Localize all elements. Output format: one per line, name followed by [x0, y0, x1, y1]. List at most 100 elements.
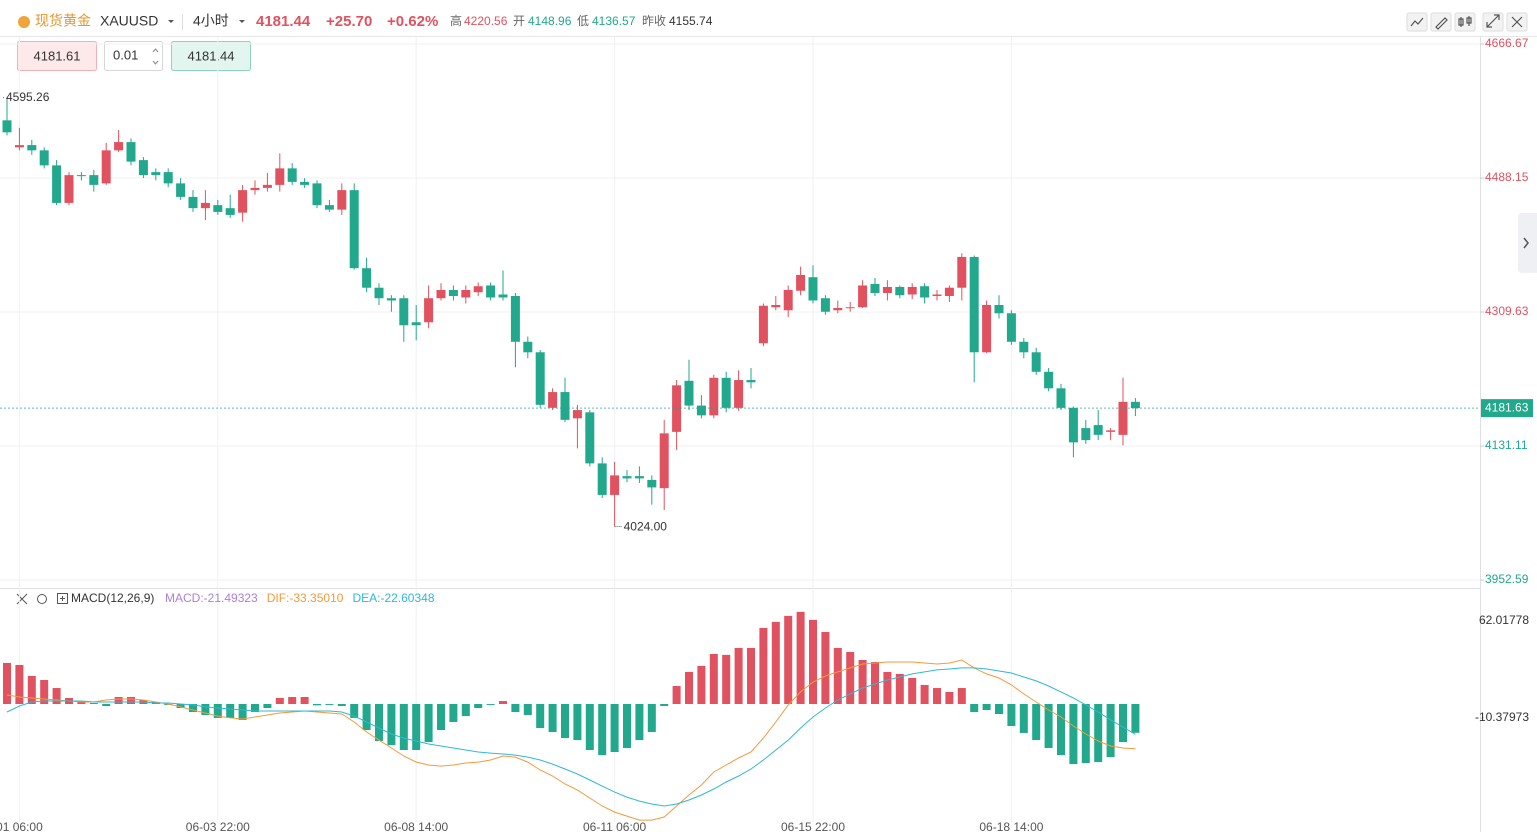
candle-body — [535, 352, 545, 405]
candle-body — [176, 183, 186, 197]
candle-body — [771, 304, 781, 308]
buy-price[interactable]: 4181.44 — [188, 48, 235, 63]
tool-button[interactable] — [1454, 12, 1476, 32]
expand-icon-plus — [60, 596, 65, 601]
candle-body — [89, 175, 99, 185]
macd-line — [6, 659, 1136, 821]
macd-bar — [362, 703, 371, 731]
candle-body — [399, 298, 409, 326]
candle-body — [932, 294, 942, 296]
candle-body — [858, 285, 868, 308]
candle-body — [1019, 341, 1029, 353]
macd-bar — [647, 703, 656, 733]
candle-body — [1093, 425, 1103, 435]
candle-body — [114, 142, 124, 151]
macd-bar — [375, 703, 383, 742]
macd-bar — [1069, 703, 1078, 765]
macd-bar — [213, 703, 222, 718]
macd-bar — [759, 627, 768, 704]
macd-line — [6, 667, 1136, 807]
x-tick-label: 06-11 06:00 — [583, 820, 646, 832]
close-indicator[interactable] — [16, 593, 28, 605]
macd-bar — [77, 701, 86, 704]
y-tick-label: 4131.11 — [1485, 438, 1528, 452]
candle-body — [1031, 352, 1041, 372]
macd-bar — [1057, 703, 1065, 756]
candle-body — [659, 433, 669, 489]
candle-body — [957, 256, 967, 288]
settings-icon[interactable] — [37, 594, 47, 604]
candle-body — [969, 256, 979, 353]
symbol-code[interactable]: XAUUSD — [100, 13, 158, 29]
candle-body — [523, 341, 533, 353]
lot-size[interactable]: 0.01 — [113, 47, 138, 62]
interval[interactable]: 4小时 — [193, 13, 229, 29]
low-marker: 4024.00 — [624, 520, 668, 534]
candle-body — [597, 463, 607, 495]
lot-input[interactable] — [104, 41, 163, 71]
expand-icon[interactable] — [57, 593, 68, 604]
macd-bar — [933, 688, 941, 704]
candle-body — [486, 285, 496, 298]
macd-bar — [201, 703, 210, 715]
price: 4181.44 — [256, 13, 311, 30]
macd-bar — [275, 697, 284, 704]
legend-label: DIF:-33.35010 — [267, 591, 344, 605]
macd-bar — [995, 703, 1003, 715]
candle-body — [287, 168, 297, 182]
stepper[interactable] — [152, 48, 159, 65]
macd-bar — [709, 653, 718, 704]
macd-bar — [226, 703, 235, 718]
candle-body — [39, 150, 49, 166]
macd-bar — [957, 688, 966, 704]
macd-bar — [89, 703, 98, 704]
buy-button[interactable] — [171, 41, 251, 71]
dropdown-icon[interactable] — [239, 20, 245, 23]
macd-bar — [102, 703, 111, 706]
candle-body — [585, 412, 595, 464]
macd-bar — [238, 703, 247, 720]
candle-body — [734, 380, 744, 408]
candle-body — [27, 145, 37, 151]
candle-body — [101, 150, 111, 184]
macd-bar — [784, 615, 793, 704]
tool-icon — [1511, 16, 1523, 28]
dropdown-icon[interactable] — [168, 20, 174, 23]
candle-body — [52, 165, 62, 203]
macd-bar — [573, 703, 582, 741]
macd-bar — [288, 697, 297, 704]
symbol-name[interactable]: 现货黄金 — [35, 13, 91, 29]
macd-bar — [399, 703, 408, 750]
candle-body — [1006, 313, 1016, 342]
macd-bar — [722, 654, 731, 704]
candle-body — [548, 392, 558, 408]
sell-price[interactable]: 4181.61 — [34, 48, 81, 63]
candle-body — [721, 377, 731, 408]
y-tick-label: -10.37973 — [1475, 710, 1529, 724]
macd-bar — [548, 703, 557, 733]
y-tick-label: 4309.63 — [1485, 304, 1529, 318]
macd-bar — [424, 703, 433, 743]
candle-body — [436, 289, 446, 299]
macd-bar — [189, 703, 197, 713]
y-tick-label: 4666.67 — [1485, 36, 1529, 50]
macd-bar — [1106, 703, 1115, 758]
candle-body — [374, 287, 384, 299]
candle-body — [783, 289, 793, 311]
macd-bar — [40, 679, 49, 704]
tool-button[interactable] — [1482, 12, 1504, 32]
macd-bar — [52, 688, 61, 704]
candle-body — [1106, 430, 1116, 432]
macd-bar — [970, 703, 979, 713]
sell-button[interactable] — [17, 41, 97, 71]
tool-button[interactable] — [1406, 12, 1428, 32]
last-price-box — [1481, 399, 1533, 418]
macd-bar — [660, 703, 669, 706]
legend-label: DEA:-22.60348 — [352, 591, 434, 605]
macd-bar — [920, 684, 929, 704]
candle-body — [808, 277, 818, 301]
candle-body — [1068, 407, 1078, 443]
macd-bar — [350, 703, 359, 718]
macd-bar — [858, 660, 867, 704]
